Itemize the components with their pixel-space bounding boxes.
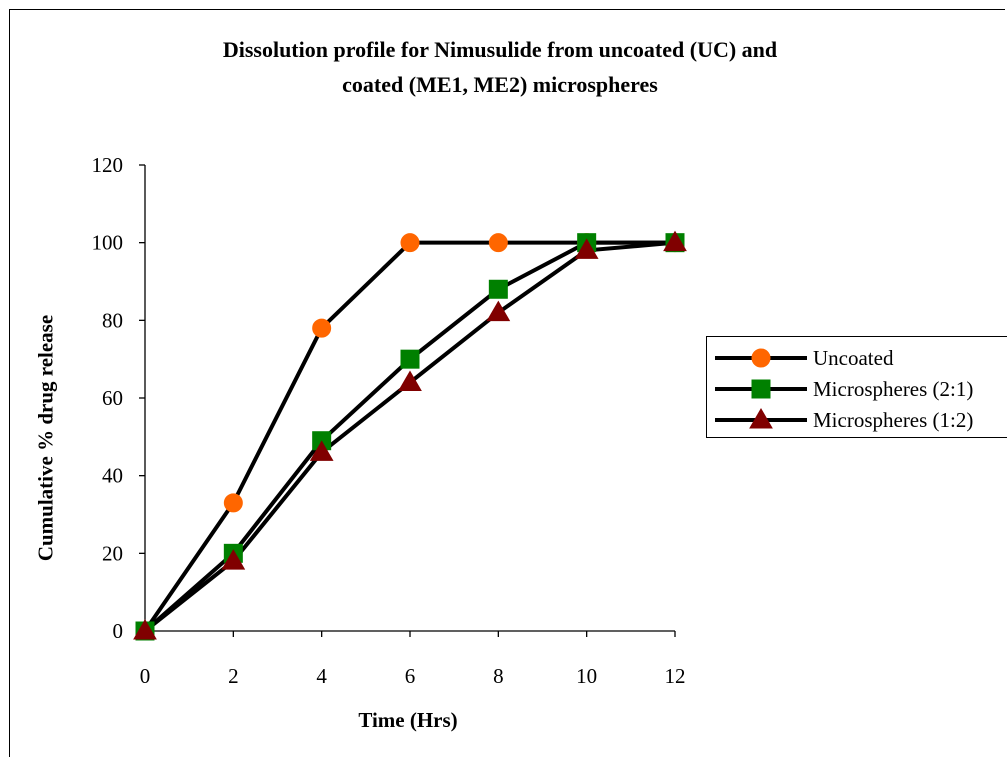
series-line-microspheres-2-1 xyxy=(143,240,675,633)
x-tick-label-4: 4 xyxy=(316,664,327,688)
data-point-microspheres-1-2-x0 xyxy=(133,619,157,640)
data-point-microspheres-1-2-x10 xyxy=(574,238,599,259)
series-line-microspheres-1-2 xyxy=(143,240,676,633)
y-tick-label-40: 40 xyxy=(102,464,123,488)
legend-swatch-microspheres-1-2 xyxy=(715,408,807,429)
legend-marker-microspheres-1-2 xyxy=(749,408,773,429)
legend-label-microspheres-1-2: Microspheres (1:2) xyxy=(813,408,974,432)
data-point-uncoated-x2 xyxy=(223,493,243,513)
data-point-microspheres-1-2-x6 xyxy=(398,370,422,391)
y-tick-label-100: 100 xyxy=(92,231,124,255)
x-tick-label-10: 10 xyxy=(576,664,597,688)
legend-item-microspheres-1-2: Microspheres (1:2) xyxy=(707,405,1007,435)
data-point-uncoated-x8 xyxy=(488,233,508,253)
x-tick-label-0: 0 xyxy=(140,664,151,688)
legend-marker-microspheres-2-1 xyxy=(751,379,771,399)
data-point-uncoated-x6 xyxy=(400,233,420,253)
series-line-uncoated xyxy=(143,240,675,633)
chart-frame xyxy=(9,9,1005,757)
legend: Uncoated Microspheres (2:1) Microspheres… xyxy=(706,336,1007,438)
data-point-microspheres-1-2-x4 xyxy=(309,440,334,461)
y-tick-label-80: 80 xyxy=(102,308,123,332)
data-point-microspheres-2-1-x8 xyxy=(488,279,508,299)
y-tick-label-60: 60 xyxy=(102,386,123,410)
chart-title-line-2: coated (ME1, ME2) microspheres xyxy=(342,72,658,97)
legend-swatch-uncoated xyxy=(715,348,807,368)
legend-item-uncoated: Uncoated xyxy=(707,343,1007,373)
legend-item-microspheres-2-1: Microspheres (2:1) xyxy=(707,374,1007,404)
data-point-microspheres-1-2-x2 xyxy=(221,549,246,570)
legend-marker-uncoated xyxy=(751,348,771,368)
x-tick-label-12: 12 xyxy=(665,664,686,688)
legend-label-uncoated: Uncoated xyxy=(813,346,894,370)
data-point-microspheres-1-2-x12 xyxy=(663,230,687,252)
x-tick-label-8: 8 xyxy=(493,664,504,688)
chart-title: Dissolution profile for Nimusulide from … xyxy=(100,32,900,102)
x-tick-label-6: 6 xyxy=(405,664,416,688)
data-point-microspheres-1-2-x8 xyxy=(486,300,511,322)
y-tick-label-120: 120 xyxy=(92,153,124,177)
chart-title-line-1: Dissolution profile for Nimusulide from … xyxy=(222,37,778,62)
x-tick-label-2: 2 xyxy=(228,664,239,688)
x-axis-label: Time (Hrs) xyxy=(358,708,458,732)
data-point-uncoated-x4 xyxy=(312,318,332,338)
legend-label-microspheres-2-1: Microspheres (2:1) xyxy=(813,377,974,401)
legend-swatch-microspheres-2-1 xyxy=(715,379,807,399)
y-tick-label-20: 20 xyxy=(102,541,123,565)
data-point-microspheres-2-1-x6 xyxy=(400,349,420,369)
y-tick-label-0: 0 xyxy=(113,619,124,643)
